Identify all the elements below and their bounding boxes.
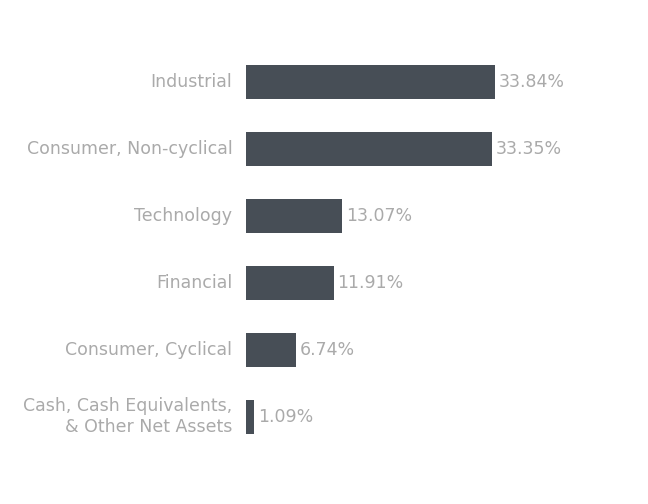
Text: 1.09%: 1.09% — [258, 408, 313, 426]
Bar — [246, 199, 343, 233]
Text: 33.35%: 33.35% — [496, 140, 562, 158]
Bar — [246, 400, 254, 433]
Text: 33.84%: 33.84% — [499, 73, 565, 91]
Text: 13.07%: 13.07% — [346, 207, 412, 225]
Text: 6.74%: 6.74% — [299, 341, 354, 359]
Bar — [246, 133, 492, 166]
Bar — [246, 66, 496, 99]
Bar — [246, 333, 296, 366]
Bar — [246, 266, 334, 300]
Text: 11.91%: 11.91% — [338, 274, 404, 292]
